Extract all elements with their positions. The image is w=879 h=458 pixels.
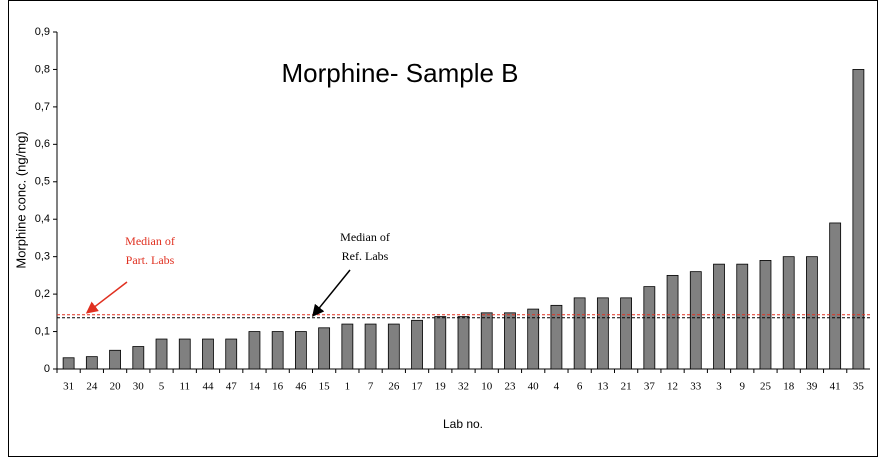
x-tick-label: 33 (690, 381, 702, 393)
y-tick-label: 0 (44, 363, 50, 375)
median-arrow (85, 281, 128, 314)
bar (736, 263, 749, 370)
bar (225, 338, 238, 370)
x-tick-label: 18 (783, 381, 795, 393)
x-tick-label: 44 (202, 381, 214, 393)
x-tick-label: 19 (435, 381, 447, 393)
x-tick-label: 26 (388, 381, 400, 393)
x-tick-label: 40 (528, 381, 540, 393)
bar (829, 222, 842, 370)
y-tick-label: 0,4 (35, 213, 50, 225)
x-tick-label: 17 (412, 381, 424, 393)
bar (504, 312, 516, 370)
x-tick-label: 47 (226, 381, 238, 393)
x-tick-label: 35 (853, 381, 865, 393)
y-tick-label: 0,2 (35, 288, 50, 300)
bar (248, 331, 261, 370)
median-label: Median of (340, 230, 390, 244)
frame (8, 0, 878, 457)
bar (806, 256, 818, 370)
y-tick-label: 0,1 (35, 325, 50, 337)
bar (620, 297, 632, 370)
x-tick-label: 30 (133, 381, 145, 393)
bar (573, 297, 586, 370)
y-tick-label: 0,3 (35, 251, 50, 263)
bar (62, 357, 75, 370)
y-axis-label: Morphine conc. (ng/mg) (13, 131, 28, 268)
x-tick-label: 25 (760, 381, 772, 393)
bar (155, 338, 168, 370)
x-tick-label: 1 (345, 381, 351, 393)
x-tick-label: 21 (621, 381, 632, 393)
bar (109, 349, 121, 370)
bar (550, 304, 563, 370)
bar (689, 271, 702, 370)
x-tick-label: 7 (368, 381, 374, 393)
x-axis-label: Lab no. (443, 417, 483, 431)
bar (364, 323, 377, 370)
x-tick-label: 20 (110, 381, 122, 393)
bar (643, 286, 656, 370)
x-tick-label: 9 (739, 381, 745, 393)
x-tick-label: 37 (644, 381, 656, 393)
x-tick-label: 32 (458, 381, 469, 393)
x-tick-label: 12 (667, 381, 678, 393)
x-tick-label: 46 (295, 381, 307, 393)
x-tick-label: 31 (63, 381, 74, 393)
y-tick-label: 0,9 (35, 26, 50, 38)
median-label: Part. Labs (126, 253, 175, 267)
bar (202, 338, 214, 370)
y-tick-label: 0,7 (35, 101, 50, 113)
y-tick-label: 0,8 (35, 63, 50, 75)
bar (178, 338, 191, 370)
x-tick-label: 39 (806, 381, 818, 393)
x-tick-label: 41 (830, 381, 841, 393)
bar (852, 69, 865, 370)
x-tick-label: 24 (86, 381, 98, 393)
x-tick-label: 4 (554, 381, 560, 393)
bar (596, 297, 609, 370)
bar (271, 331, 284, 370)
x-tick-label: 14 (249, 381, 261, 393)
x-tick-label: 3 (716, 381, 722, 393)
x-tick-label: 10 (481, 381, 493, 393)
x-tick-label: 13 (597, 381, 609, 393)
y-tick-label: 0,5 (35, 176, 50, 188)
bar (434, 316, 447, 370)
bar (480, 312, 493, 370)
median-label: Ref. Labs (342, 249, 389, 263)
x-tick-label: 11 (179, 381, 190, 393)
x-tick-label: 6 (577, 381, 583, 393)
bar (666, 274, 679, 370)
chart-title: Morphine- Sample B (282, 58, 519, 88)
bar (132, 346, 145, 370)
bar (411, 319, 423, 370)
bar (341, 323, 354, 370)
bar (85, 356, 98, 370)
bar (294, 331, 307, 370)
median-label: Median of (125, 234, 175, 248)
bar (527, 308, 540, 370)
bar (318, 327, 331, 370)
y-tick-label: 0,6 (35, 138, 50, 150)
median-arrow (312, 269, 351, 317)
x-tick-label: 23 (504, 381, 516, 393)
bar (782, 256, 795, 370)
bar (457, 316, 470, 370)
x-tick-label: 16 (272, 381, 284, 393)
bar (713, 263, 725, 370)
x-tick-label: 5 (159, 381, 165, 393)
bar (387, 323, 400, 370)
x-tick-label: 15 (319, 381, 331, 393)
